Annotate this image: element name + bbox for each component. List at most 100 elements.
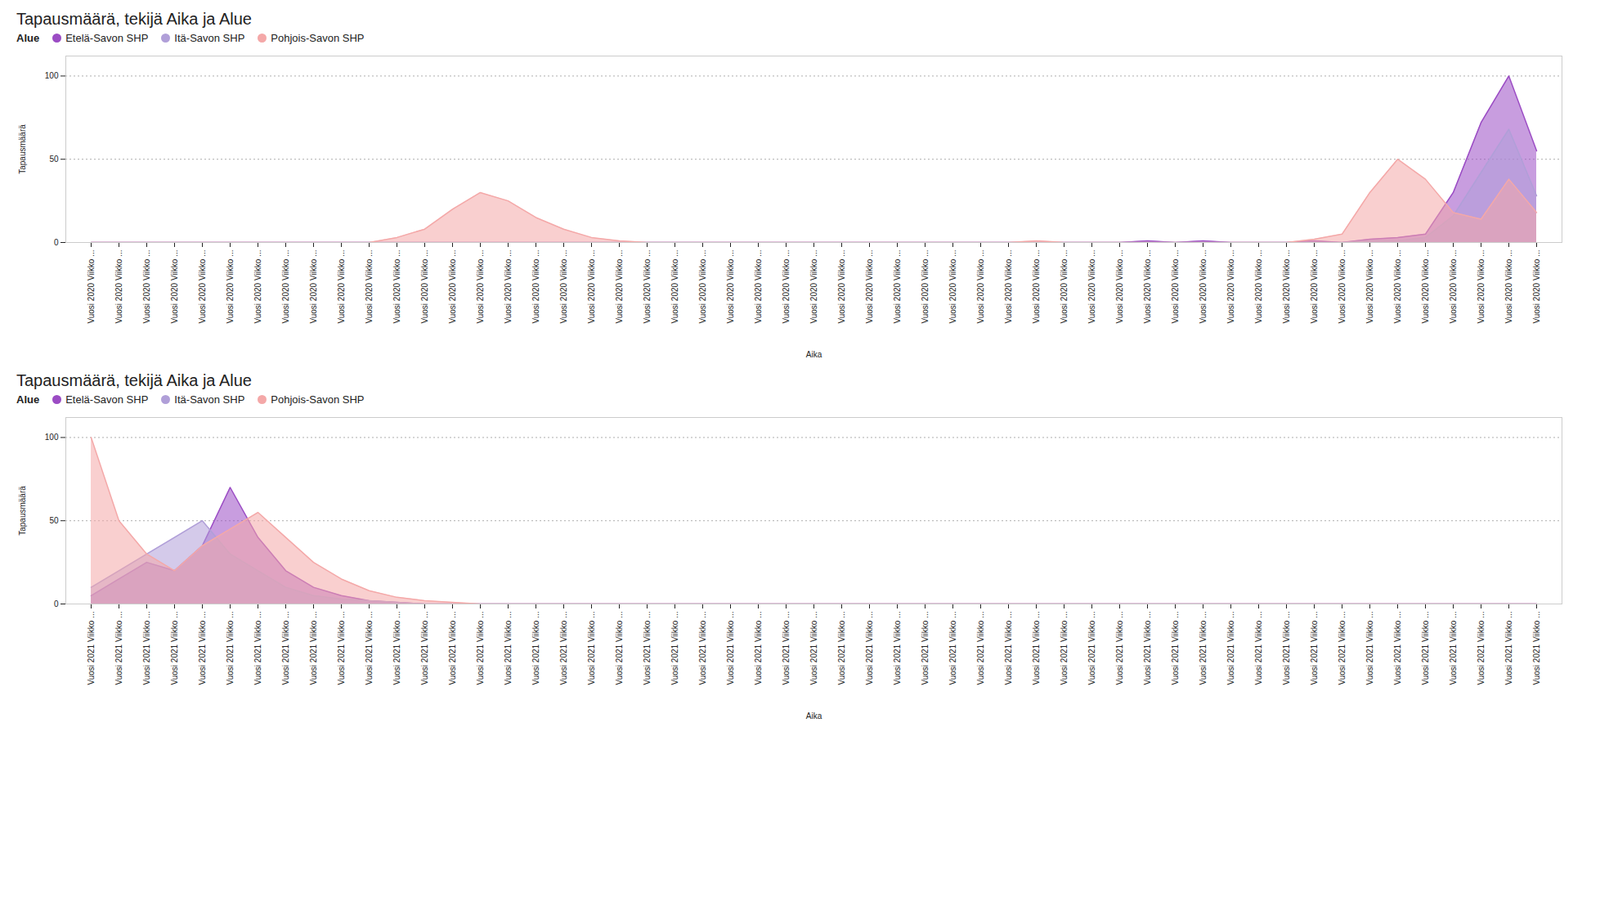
svg-text:Vuosi 2020 Viikko ...: Vuosi 2020 Viikko ... <box>420 250 430 324</box>
svg-text:Vuosi 2020 Viikko ...: Vuosi 2020 Viikko ... <box>253 250 263 324</box>
svg-text:Vuosi 2021 Viikko ...: Vuosi 2021 Viikko ... <box>86 611 96 686</box>
svg-text:Vuosi 2021 Viikko ...: Vuosi 2021 Viikko ... <box>1115 611 1125 686</box>
svg-text:Vuosi 2021 Viikko ...: Vuosi 2021 Viikko ... <box>1198 611 1208 686</box>
svg-text:Vuosi 2021 Viikko ...: Vuosi 2021 Viikko ... <box>976 611 986 686</box>
svg-text:Vuosi 2021 Viikko ...: Vuosi 2021 Viikko ... <box>864 611 874 686</box>
svg-text:Vuosi 2020 Viikko ...: Vuosi 2020 Viikko ... <box>1337 250 1347 324</box>
svg-text:Vuosi 2020 Viikko ...: Vuosi 2020 Viikko ... <box>1059 250 1069 324</box>
svg-text:Vuosi 2020 Viikko ...: Vuosi 2020 Viikko ... <box>1281 250 1291 324</box>
svg-text:Vuosi 2021 Viikko ...: Vuosi 2021 Viikko ... <box>1476 611 1486 686</box>
svg-text:Vuosi 2021 Viikko ...: Vuosi 2021 Viikko ... <box>781 611 791 686</box>
svg-text:Vuosi 2020 Viikko ...: Vuosi 2020 Viikko ... <box>86 250 96 324</box>
svg-text:Vuosi 2021 Viikko ...: Vuosi 2021 Viikko ... <box>587 611 597 686</box>
svg-text:Vuosi 2020 Viikko ...: Vuosi 2020 Viikko ... <box>698 250 708 324</box>
svg-text:Vuosi 2020 Viikko ...: Vuosi 2020 Viikko ... <box>448 250 458 324</box>
svg-text:50: 50 <box>49 154 59 164</box>
svg-text:Vuosi 2020 Viikko ...: Vuosi 2020 Viikko ... <box>809 250 819 324</box>
svg-text:Vuosi 2021 Viikko ...: Vuosi 2021 Viikko ... <box>1420 611 1430 686</box>
svg-text:Vuosi 2020 Viikko ...: Vuosi 2020 Viikko ... <box>864 250 874 324</box>
svg-text:Vuosi 2021 Viikko ...: Vuosi 2021 Viikko ... <box>1532 611 1542 686</box>
svg-text:Vuosi 2020 Viikko ...: Vuosi 2020 Viikko ... <box>781 250 791 324</box>
svg-text:100: 100 <box>44 71 59 81</box>
svg-text:Vuosi 2020 Viikko ...: Vuosi 2020 Viikko ... <box>1087 250 1097 324</box>
svg-text:Vuosi 2020 Viikko ...: Vuosi 2020 Viikko ... <box>1226 250 1236 324</box>
svg-text:Vuosi 2021 Viikko ...: Vuosi 2021 Viikko ... <box>670 611 680 686</box>
svg-text:Vuosi 2021 Viikko ...: Vuosi 2021 Viikko ... <box>920 611 930 686</box>
svg-text:Vuosi 2021 Viikko ...: Vuosi 2021 Viikko ... <box>253 611 263 686</box>
svg-text:Vuosi 2020 Viikko ...: Vuosi 2020 Viikko ... <box>587 250 597 324</box>
svg-text:Aika: Aika <box>806 711 823 721</box>
svg-text:Vuosi 2020 Viikko ...: Vuosi 2020 Viikko ... <box>1198 250 1208 324</box>
svg-text:Vuosi 2020 Viikko ...: Vuosi 2020 Viikko ... <box>142 250 152 324</box>
svg-text:Vuosi 2021 Viikko ...: Vuosi 2021 Viikko ... <box>1254 611 1264 686</box>
svg-text:Vuosi 2021 Viikko ...: Vuosi 2021 Viikko ... <box>448 611 458 686</box>
svg-text:Vuosi 2021 Viikko ...: Vuosi 2021 Viikko ... <box>364 611 374 686</box>
svg-text:0: 0 <box>53 599 59 609</box>
svg-text:Vuosi 2021 Viikko ...: Vuosi 2021 Viikko ... <box>420 611 430 686</box>
svg-text:Vuosi 2020 Viikko ...: Vuosi 2020 Viikko ... <box>1031 250 1041 324</box>
svg-text:Vuosi 2020 Viikko ...: Vuosi 2020 Viikko ... <box>225 250 235 324</box>
svg-text:Vuosi 2020 Viikko ...: Vuosi 2020 Viikko ... <box>1170 250 1180 324</box>
svg-text:Vuosi 2021 Viikko ...: Vuosi 2021 Viikko ... <box>642 611 652 686</box>
svg-text:Vuosi 2020 Viikko ...: Vuosi 2020 Viikko ... <box>1504 250 1514 324</box>
svg-text:Vuosi 2021 Viikko ...: Vuosi 2021 Viikko ... <box>281 611 291 686</box>
svg-text:Vuosi 2020 Viikko ...: Vuosi 2020 Viikko ... <box>531 250 541 324</box>
svg-text:Vuosi 2020 Viikko ...: Vuosi 2020 Viikko ... <box>920 250 930 324</box>
svg-text:Vuosi 2021 Viikko ...: Vuosi 2021 Viikko ... <box>559 611 569 686</box>
svg-text:Vuosi 2020 Viikko ...: Vuosi 2020 Viikko ... <box>726 250 736 324</box>
svg-text:Vuosi 2020 Viikko ...: Vuosi 2020 Viikko ... <box>475 250 485 324</box>
svg-text:Vuosi 2021 Viikko ...: Vuosi 2021 Viikko ... <box>753 611 763 686</box>
svg-text:Vuosi 2021 Viikko ...: Vuosi 2021 Viikko ... <box>170 611 180 686</box>
svg-text:Vuosi 2021 Viikko ...: Vuosi 2021 Viikko ... <box>1142 611 1152 686</box>
svg-text:Vuosi 2020 Viikko ...: Vuosi 2020 Viikko ... <box>114 250 124 324</box>
svg-text:Vuosi 2020 Viikko ...: Vuosi 2020 Viikko ... <box>364 250 374 324</box>
svg-text:Vuosi 2020 Viikko ...: Vuosi 2020 Viikko ... <box>336 250 346 324</box>
svg-text:Vuosi 2021 Viikko ...: Vuosi 2021 Viikko ... <box>475 611 485 686</box>
svg-text:Vuosi 2021 Viikko ...: Vuosi 2021 Viikko ... <box>1504 611 1514 686</box>
svg-text:0: 0 <box>53 237 59 247</box>
svg-text:Vuosi 2021 Viikko ...: Vuosi 2021 Viikko ... <box>1087 611 1097 686</box>
svg-text:Vuosi 2021 Viikko ...: Vuosi 2021 Viikko ... <box>1059 611 1069 686</box>
svg-text:Vuosi 2021 Viikko ...: Vuosi 2021 Viikko ... <box>336 611 346 686</box>
svg-text:Vuosi 2020 Viikko ...: Vuosi 2020 Viikko ... <box>948 250 958 324</box>
svg-text:Vuosi 2020 Viikko ...: Vuosi 2020 Viikko ... <box>976 250 986 324</box>
svg-text:Vuosi 2021 Viikko ...: Vuosi 2021 Viikko ... <box>614 611 624 686</box>
svg-text:Vuosi 2020 Viikko ...: Vuosi 2020 Viikko ... <box>392 250 402 324</box>
svg-text:50: 50 <box>49 515 59 525</box>
svg-text:Vuosi 2020 Viikko ...: Vuosi 2020 Viikko ... <box>753 250 763 324</box>
svg-text:Vuosi 2020 Viikko ...: Vuosi 2020 Viikko ... <box>837 250 847 324</box>
svg-text:Vuosi 2021 Viikko ...: Vuosi 2021 Viikko ... <box>225 611 235 686</box>
svg-text:Vuosi 2021 Viikko ...: Vuosi 2021 Viikko ... <box>726 611 736 686</box>
svg-text:Vuosi 2021 Viikko ...: Vuosi 2021 Viikko ... <box>1226 611 1236 686</box>
svg-text:Vuosi 2020 Viikko ...: Vuosi 2020 Viikko ... <box>170 250 180 324</box>
svg-text:Vuosi 2021 Viikko ...: Vuosi 2021 Viikko ... <box>698 611 708 686</box>
svg-text:Vuosi 2020 Viikko ...: Vuosi 2020 Viikko ... <box>1532 250 1542 324</box>
svg-text:Vuosi 2020 Viikko ...: Vuosi 2020 Viikko ... <box>1393 250 1403 324</box>
svg-text:Vuosi 2021 Viikko ...: Vuosi 2021 Viikko ... <box>503 611 513 686</box>
svg-text:Vuosi 2021 Viikko ...: Vuosi 2021 Viikko ... <box>1281 611 1291 686</box>
svg-text:Vuosi 2021 Viikko ...: Vuosi 2021 Viikko ... <box>1170 611 1180 686</box>
svg-text:Vuosi 2020 Viikko ...: Vuosi 2020 Viikko ... <box>559 250 569 324</box>
svg-text:Vuosi 2021 Viikko ...: Vuosi 2021 Viikko ... <box>309 611 319 686</box>
svg-text:Vuosi 2020 Viikko ...: Vuosi 2020 Viikko ... <box>1420 250 1430 324</box>
svg-text:Vuosi 2020 Viikko ...: Vuosi 2020 Viikko ... <box>892 250 902 324</box>
svg-text:Vuosi 2021 Viikko ...: Vuosi 2021 Viikko ... <box>1309 611 1319 686</box>
svg-text:Vuosi 2021 Viikko ...: Vuosi 2021 Viikko ... <box>392 611 402 686</box>
svg-text:Vuosi 2021 Viikko ...: Vuosi 2021 Viikko ... <box>142 611 152 686</box>
svg-text:100: 100 <box>44 432 59 442</box>
svg-text:Vuosi 2021 Viikko ...: Vuosi 2021 Viikko ... <box>1393 611 1403 686</box>
svg-text:Vuosi 2020 Viikko ...: Vuosi 2020 Viikko ... <box>1476 250 1486 324</box>
svg-text:Vuosi 2020 Viikko ...: Vuosi 2020 Viikko ... <box>1254 250 1264 324</box>
svg-text:Vuosi 2020 Viikko ...: Vuosi 2020 Viikko ... <box>1309 250 1319 324</box>
svg-text:Vuosi 2021 Viikko ...: Vuosi 2021 Viikko ... <box>1003 611 1013 686</box>
svg-text:Tapausmäärä: Tapausmäärä <box>17 124 27 175</box>
svg-text:Vuosi 2020 Viikko ...: Vuosi 2020 Viikko ... <box>1003 250 1013 324</box>
svg-text:Vuosi 2020 Viikko ...: Vuosi 2020 Viikko ... <box>1142 250 1152 324</box>
svg-text:Vuosi 2021 Viikko ...: Vuosi 2021 Viikko ... <box>531 611 541 686</box>
svg-text:Vuosi 2021 Viikko ...: Vuosi 2021 Viikko ... <box>1031 611 1041 686</box>
svg-text:Vuosi 2020 Viikko ...: Vuosi 2020 Viikko ... <box>1115 250 1125 324</box>
svg-text:Vuosi 2021 Viikko ...: Vuosi 2021 Viikko ... <box>809 611 819 686</box>
svg-text:Vuosi 2021 Viikko ...: Vuosi 2021 Viikko ... <box>1337 611 1347 686</box>
svg-text:Vuosi 2021 Viikko ...: Vuosi 2021 Viikko ... <box>114 611 124 686</box>
svg-text:Vuosi 2021 Viikko ...: Vuosi 2021 Viikko ... <box>837 611 847 686</box>
